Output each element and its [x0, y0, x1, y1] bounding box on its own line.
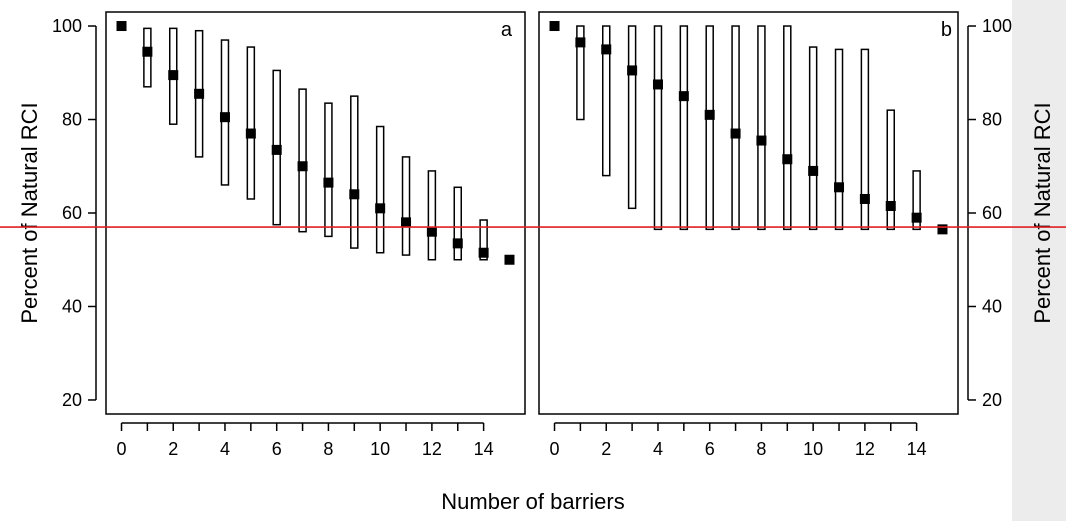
data-point-a	[504, 254, 515, 265]
range-bar-b	[576, 25, 585, 121]
x-tick-label-a: 14	[474, 439, 494, 459]
data-point-b	[601, 44, 612, 55]
data-point-b	[678, 91, 689, 102]
data-point-b	[652, 79, 663, 90]
data-point-a	[297, 161, 308, 172]
data-point-a	[401, 217, 412, 228]
x-tick-label-a: 0	[117, 439, 127, 459]
panel-a: a	[105, 11, 526, 415]
range-bar-b	[834, 48, 844, 231]
x-tick-label-b: 10	[803, 439, 823, 459]
x-tick-label-b: 2	[601, 439, 611, 459]
series-b-marks	[549, 21, 948, 235]
left-y-tick-label: 100	[52, 16, 82, 36]
x-tick-label-b: 4	[653, 439, 663, 459]
range-bar-b	[912, 170, 921, 231]
x-tick-label-a: 12	[422, 439, 442, 459]
range-bar-a	[427, 170, 437, 261]
data-point-b	[704, 109, 715, 120]
x-tick-label-b: 12	[855, 439, 875, 459]
data-point-a	[245, 128, 256, 139]
x-tick-label-a: 2	[168, 439, 178, 459]
range-bar-a	[298, 88, 307, 233]
data-point-b	[911, 212, 922, 223]
range-bar-a	[246, 46, 256, 200]
x-tick-label-a: 6	[272, 439, 282, 459]
x-tick-label-b: 0	[550, 439, 560, 459]
range-bar-b	[653, 25, 663, 231]
data-point-a	[375, 203, 386, 214]
x-tick-label-b: 6	[705, 439, 715, 459]
range-bar-b	[860, 48, 870, 231]
left-y-tick-label: 40	[62, 296, 82, 316]
range-bar-a	[375, 125, 385, 254]
panel-b: b	[538, 11, 959, 415]
data-point-b	[834, 182, 845, 193]
range-bar-a	[324, 102, 333, 238]
range-bar-a	[453, 186, 463, 261]
right-y-tick-label: 60	[982, 203, 1002, 223]
data-point-b	[627, 65, 638, 76]
data-point-b	[575, 37, 586, 48]
left-y-tick-label: 20	[62, 390, 82, 410]
left-y-axis: 20 40 60 80 100	[52, 16, 97, 410]
data-point-b	[782, 154, 793, 165]
data-point-b	[937, 224, 948, 235]
range-bar-b	[627, 25, 637, 210]
range-bar-b	[601, 25, 611, 177]
data-point-b	[859, 193, 870, 204]
range-bar-b	[731, 25, 740, 231]
panel-b-frame	[538, 11, 959, 415]
range-bar-b	[679, 25, 689, 231]
x-axis-title: Number of barriers	[441, 489, 624, 514]
panel-a-frame	[105, 11, 526, 415]
data-point-a	[271, 144, 282, 155]
right-y-tick-label: 40	[982, 296, 1002, 316]
x-tick-label-b: 14	[907, 439, 927, 459]
data-point-a	[323, 177, 334, 188]
data-point-a	[349, 189, 360, 200]
data-point-b	[549, 21, 560, 32]
range-bar-a	[479, 219, 488, 261]
right-y-tick-label: 20	[982, 390, 1002, 410]
data-point-b	[730, 128, 741, 139]
range-bar-a	[143, 27, 152, 88]
range-bar-b	[808, 46, 818, 231]
left-y-tick-label: 60	[62, 203, 82, 223]
range-bar-a	[350, 95, 359, 249]
data-point-a	[426, 226, 437, 237]
range-bar-a	[401, 156, 411, 256]
data-point-a	[168, 70, 179, 81]
data-point-a	[219, 112, 230, 123]
data-point-a	[142, 46, 153, 57]
x-tick-label-a: 4	[220, 439, 230, 459]
series-a-marks	[116, 21, 515, 265]
x-axis-b: 0 2 4 6 8 10 12 14	[550, 422, 927, 459]
range-bar-b	[705, 25, 714, 231]
data-point-b	[756, 135, 767, 146]
data-point-b	[808, 165, 819, 176]
y-axis-title-left: Percent of Natural RCI	[17, 102, 42, 323]
data-point-b	[885, 200, 896, 211]
right-y-axis: 20 40 60 80 100	[967, 16, 1012, 410]
range-bar-b	[886, 109, 896, 231]
data-point-a	[194, 88, 205, 99]
x-tick-label-a: 8	[323, 439, 333, 459]
right-y-tick-label: 80	[982, 110, 1002, 130]
range-bar-b	[783, 25, 792, 231]
data-point-a	[478, 247, 489, 258]
panel-b-label: b	[941, 19, 952, 41]
y-axis-title-right: Percent of Natural RCI	[1030, 102, 1055, 323]
x-tick-label-a: 10	[370, 439, 390, 459]
left-y-tick-label: 80	[62, 110, 82, 130]
x-axis-a: 0 2 4 6 8 10 12 14	[117, 422, 494, 459]
panel-a-label: a	[501, 19, 513, 41]
data-point-a	[452, 238, 463, 249]
range-bar-b	[757, 25, 766, 231]
right-margin-strip	[1012, 0, 1066, 521]
right-y-tick-label: 100	[982, 16, 1012, 36]
data-point-a	[116, 21, 127, 32]
x-tick-label-b: 8	[756, 439, 766, 459]
